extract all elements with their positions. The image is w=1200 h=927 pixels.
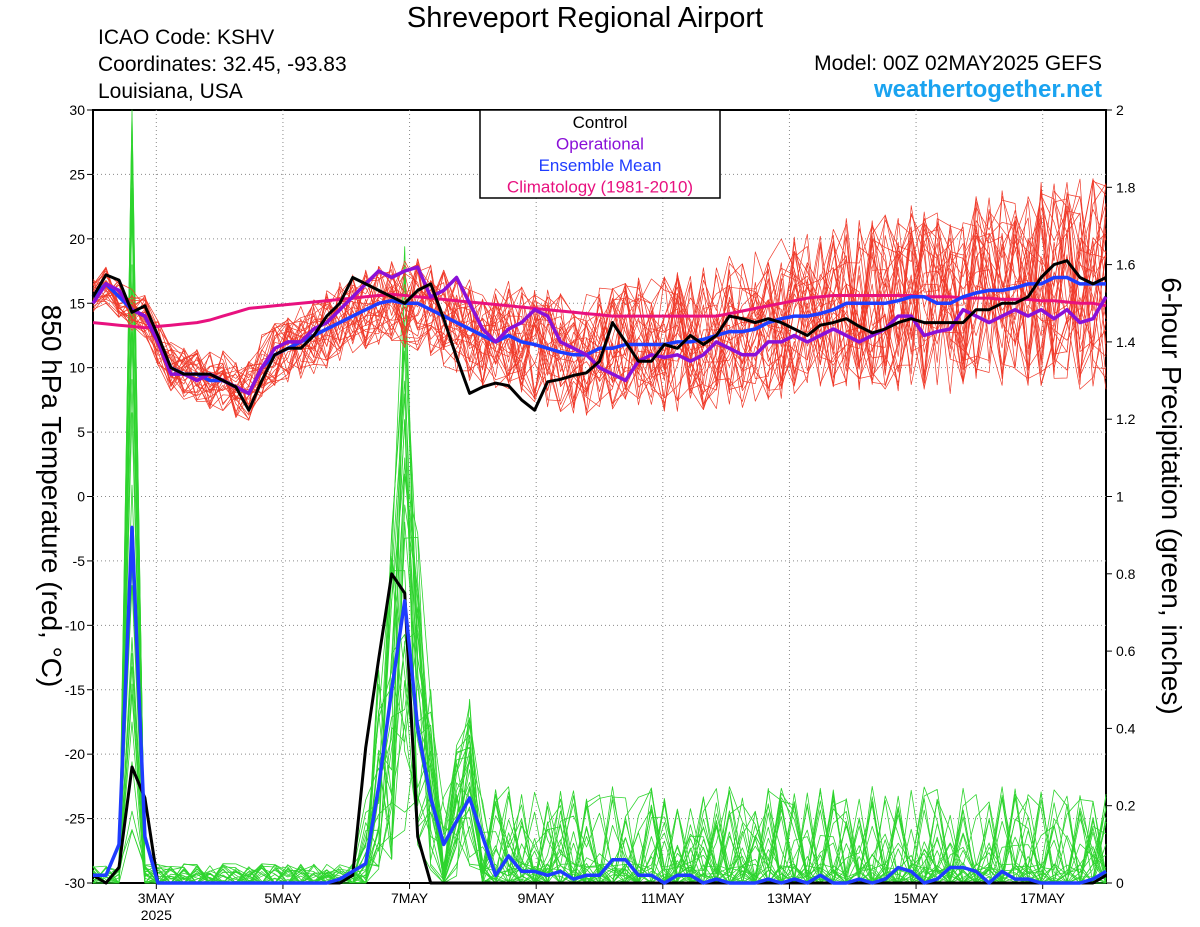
- y-tick-label-left: 15: [69, 295, 85, 311]
- precip-member-line: [92, 473, 1107, 884]
- x-tick-sublabel: 2025: [141, 907, 172, 923]
- y-tick-label-left: 10: [69, 360, 85, 376]
- operational-temp-line: [91, 265, 1108, 396]
- temp-member-line: [92, 223, 1107, 412]
- y-tick-label-left: 5: [77, 424, 85, 440]
- y-tick-label-left: 30: [69, 102, 85, 118]
- chart-title: Shreveport Regional Airport: [406, 2, 764, 34]
- x-tick-label: 17MAY: [1020, 890, 1066, 906]
- climatology-line: [92, 292, 1107, 330]
- y-tick-label-left: -20: [65, 746, 85, 762]
- temp-member-line: [92, 190, 1107, 404]
- temp-member-line: [92, 181, 1107, 406]
- icao-code: ICAO Code: KSHV: [98, 26, 275, 49]
- y-tick-label-left: 20: [69, 231, 85, 247]
- site-link[interactable]: weathertogether.net: [873, 76, 1102, 103]
- x-tick-label: 3MAY: [138, 890, 176, 906]
- temp-member-line: [92, 178, 1107, 396]
- legend-entry: Control: [573, 113, 628, 132]
- y-tick-label-left: -5: [73, 553, 86, 569]
- precip-member-line: [93, 109, 1107, 884]
- region: Louisiana, USA: [98, 80, 243, 103]
- y-tick-label-right: 0.4: [1116, 720, 1136, 736]
- plot-frame: [92, 109, 1107, 884]
- legend-entry: Operational: [556, 135, 644, 154]
- temp-member-line: [92, 179, 1107, 401]
- y-tick-label-right: 0: [1116, 875, 1124, 891]
- legend-entry: Ensemble Mean: [539, 156, 662, 175]
- temp-member-line: [92, 201, 1107, 414]
- x-tick-label: 5MAY: [264, 890, 302, 906]
- x-tick-label: 15MAY: [894, 890, 940, 906]
- x-tick-label: 11MAY: [641, 890, 685, 906]
- temp-member-line: [92, 184, 1107, 407]
- y-tick-label-right: 1.8: [1116, 179, 1136, 195]
- mean-precip-line: [93, 525, 1107, 885]
- precip-member-line: [93, 563, 1107, 884]
- temp-member-line: [92, 200, 1107, 418]
- y-tick-label-left: 25: [69, 166, 85, 182]
- coordinates: Coordinates: 32.45, -93.83: [98, 53, 347, 76]
- y-tick-label-left: 0: [77, 489, 85, 505]
- y-tick-label-left: -30: [65, 875, 85, 891]
- y-tick-label-right: 1.6: [1116, 257, 1136, 273]
- x-tick-label: 13MAY: [767, 890, 813, 906]
- y-tick-label-left: -10: [65, 617, 85, 633]
- y-tick-label-right: 0.6: [1116, 643, 1136, 659]
- y-tick-label-right: 0.2: [1116, 798, 1136, 814]
- y-tick-label-right: 0.8: [1116, 566, 1136, 582]
- y-tick-label-right: 1.4: [1116, 334, 1136, 350]
- x-tick-label: 9MAY: [518, 890, 556, 906]
- y-axis-title-left: 850 hPa Temperature (red, °C): [36, 305, 67, 688]
- y-tick-label-left: -25: [65, 811, 85, 827]
- model-run: Model: 00Z 02MAY2025 GEFS: [814, 52, 1102, 75]
- y-tick-label-right: 1: [1116, 489, 1124, 505]
- legend-entry: Climatology (1981-2010): [507, 178, 693, 197]
- temp-member-line: [92, 196, 1107, 407]
- legend-box: [479, 109, 721, 199]
- y-tick-label-right: 1.2: [1116, 411, 1136, 427]
- x-tick-label: 7MAY: [391, 890, 429, 906]
- y-axis-title-right: 6-hour Precipitation (green, inches): [1156, 277, 1187, 714]
- y-tick-label-right: 2: [1116, 102, 1124, 118]
- temp-member-line: [92, 183, 1107, 407]
- control-temp-line: [91, 259, 1107, 412]
- y-tick-label-left: -15: [65, 682, 85, 698]
